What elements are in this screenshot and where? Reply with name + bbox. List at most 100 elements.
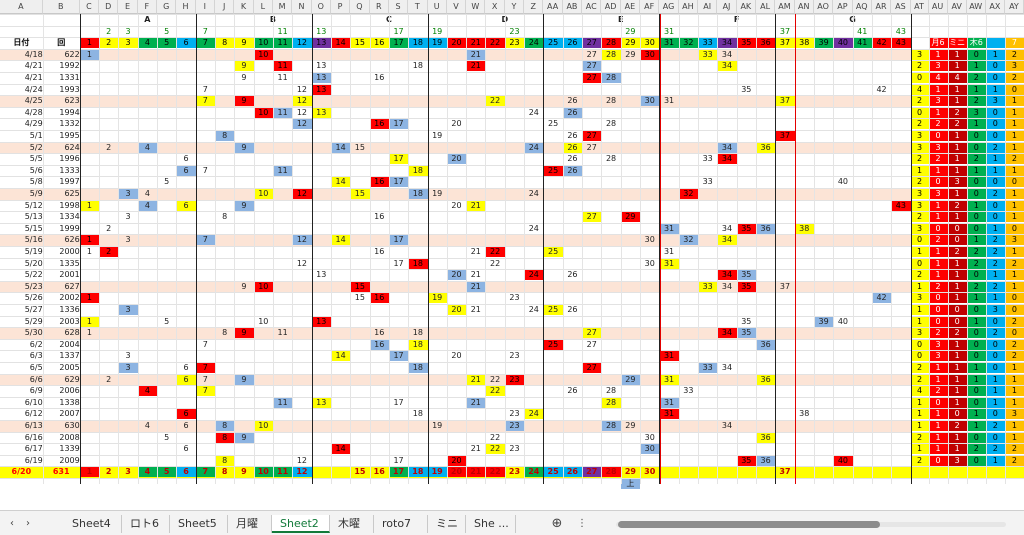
number-cell[interactable]: 24 bbox=[524, 408, 544, 420]
count-cell[interactable]: 1 bbox=[966, 292, 986, 304]
draw-number-cell[interactable]: 1997 bbox=[59, 177, 80, 187]
count-cell[interactable]: 3 bbox=[910, 188, 929, 199]
count-cell[interactable]: 3 bbox=[985, 304, 1005, 315]
column-header-at[interactable]: AT bbox=[910, 0, 929, 14]
header-cell[interactable]: 28 bbox=[601, 37, 621, 49]
count-cell[interactable]: 1 bbox=[966, 408, 986, 420]
number-cell[interactable]: 9 bbox=[241, 281, 247, 291]
header-number[interactable]: 7 bbox=[202, 26, 208, 36]
count-cell[interactable]: 2 bbox=[947, 327, 967, 339]
number-cell[interactable]: 13 bbox=[311, 83, 331, 95]
count-cell[interactable]: 0 bbox=[966, 338, 986, 350]
header-cell[interactable]: 29 bbox=[620, 37, 641, 49]
header-cell[interactable]: 23 bbox=[504, 37, 525, 49]
number-cell[interactable]: 42 bbox=[876, 84, 887, 94]
column-header-aj[interactable]: AJ bbox=[717, 0, 737, 14]
count-cell[interactable]: 2 bbox=[947, 118, 967, 130]
count-cell[interactable]: 3 bbox=[1004, 234, 1024, 246]
number-cell[interactable]: 40 bbox=[837, 177, 848, 187]
date-cell[interactable]: 5/29 bbox=[24, 316, 43, 326]
column-header-b[interactable]: B bbox=[42, 0, 80, 14]
number-cell[interactable]: 9 bbox=[234, 431, 254, 443]
date-cell[interactable]: 6/5 bbox=[29, 363, 43, 372]
number-cell[interactable]: 35 bbox=[736, 327, 756, 339]
number-cell[interactable]: 2 bbox=[99, 246, 119, 257]
number-cell[interactable]: 21 bbox=[466, 199, 486, 211]
number-cell[interactable]: 18 bbox=[412, 328, 423, 338]
number-cell[interactable]: 17 bbox=[393, 258, 404, 268]
count-cell[interactable]: 0 bbox=[910, 72, 929, 83]
extra-mark-cell[interactable]: 上 bbox=[620, 478, 641, 489]
count-cell[interactable]: 2 bbox=[947, 246, 967, 257]
count-cell[interactable]: 1 bbox=[928, 106, 948, 118]
date-cell[interactable]: 6/19 bbox=[24, 455, 43, 465]
count-cell[interactable]: 2 bbox=[966, 246, 986, 257]
number-cell[interactable]: 38 bbox=[799, 409, 810, 419]
number-cell[interactable]: 25 bbox=[543, 338, 563, 350]
number-cell[interactable]: 11 bbox=[272, 106, 293, 118]
number-cell[interactable]: 35 bbox=[736, 222, 756, 234]
count-cell[interactable]: 2 bbox=[966, 443, 986, 455]
number-cell[interactable]: 1 bbox=[86, 328, 92, 338]
number-cell[interactable]: 22 bbox=[485, 443, 505, 455]
number-cell[interactable]: 42 bbox=[871, 292, 892, 304]
draw-number-cell[interactable]: 1337 bbox=[59, 351, 80, 361]
number-cell[interactable]: 3 bbox=[118, 188, 138, 199]
header-cell[interactable]: 11 bbox=[272, 37, 293, 49]
number-cell[interactable]: 14 bbox=[330, 176, 351, 188]
total-number-cell[interactable]: 11 bbox=[272, 466, 293, 478]
total-number-cell[interactable]: 6 bbox=[176, 466, 196, 478]
count-cell[interactable]: 0 bbox=[985, 199, 1005, 211]
number-cell[interactable]: 13 bbox=[311, 106, 331, 118]
number-cell[interactable]: 34 bbox=[717, 60, 737, 72]
date-cell[interactable]: 5/12 bbox=[24, 200, 43, 210]
header-cell[interactable]: 32 bbox=[678, 37, 698, 49]
header-cell[interactable]: 10 bbox=[253, 37, 273, 49]
number-cell[interactable]: 7 bbox=[202, 339, 208, 349]
draw-number-cell[interactable]: 2002 bbox=[59, 293, 80, 303]
header-number[interactable] bbox=[447, 26, 466, 37]
count-cell[interactable]: 3 bbox=[910, 48, 929, 60]
number-cell[interactable]: 21 bbox=[466, 396, 486, 408]
count-cell[interactable]: 0 bbox=[928, 130, 948, 141]
count-cell[interactable]: 2 bbox=[1004, 350, 1024, 362]
count-cell[interactable]: 1 bbox=[910, 280, 929, 292]
header-number[interactable] bbox=[582, 26, 601, 37]
count-cell[interactable]: 2 bbox=[910, 153, 929, 165]
count-cell[interactable]: 1 bbox=[910, 304, 929, 315]
count-cell[interactable]: 2 bbox=[966, 257, 986, 269]
header-number[interactable] bbox=[524, 26, 543, 37]
number-cell[interactable]: 34 bbox=[717, 234, 737, 246]
count-cell[interactable]: 2 bbox=[947, 106, 967, 118]
number-cell[interactable]: 8 bbox=[222, 328, 228, 338]
date-cell[interactable]: 5/6 bbox=[29, 165, 43, 175]
count-cell[interactable]: 1 bbox=[947, 385, 967, 397]
number-cell[interactable]: 20 bbox=[451, 351, 462, 361]
number-cell[interactable]: 8 bbox=[214, 454, 235, 466]
number-cell[interactable]: 6 bbox=[183, 421, 189, 430]
number-cell[interactable]: 29 bbox=[625, 421, 636, 430]
total-number-cell[interactable]: 1 bbox=[79, 466, 100, 478]
number-cell[interactable]: 35 bbox=[736, 454, 756, 466]
header-number[interactable]: 29 bbox=[625, 26, 636, 36]
draw-number-cell[interactable]: 1338 bbox=[59, 397, 80, 407]
count-cell[interactable]: 2 bbox=[928, 385, 948, 397]
number-cell[interactable]: 38 bbox=[794, 222, 814, 234]
number-cell[interactable]: 5 bbox=[164, 177, 170, 187]
number-cell[interactable]: 12 bbox=[292, 234, 312, 246]
date-cell[interactable]: 4/28 bbox=[24, 107, 43, 117]
header-number[interactable] bbox=[679, 26, 698, 37]
number-cell[interactable]: 19 bbox=[432, 131, 443, 140]
number-cell[interactable]: 11 bbox=[277, 73, 288, 82]
number-cell[interactable]: 7 bbox=[202, 374, 208, 384]
header-number[interactable]: 23 bbox=[509, 26, 520, 36]
number-cell[interactable]: 20 bbox=[446, 304, 467, 315]
count-cell[interactable]: 0 bbox=[1004, 176, 1024, 188]
total-number-cell[interactable]: 2 bbox=[99, 466, 119, 478]
number-cell[interactable]: 12 bbox=[296, 107, 308, 117]
number-cell[interactable]: 33 bbox=[698, 280, 718, 292]
number-cell[interactable]: 2 bbox=[106, 223, 112, 233]
draw-number-cell[interactable]: 1995 bbox=[59, 131, 80, 140]
number-cell[interactable]: 23 bbox=[509, 409, 520, 419]
number-cell[interactable]: 22 bbox=[485, 95, 505, 107]
